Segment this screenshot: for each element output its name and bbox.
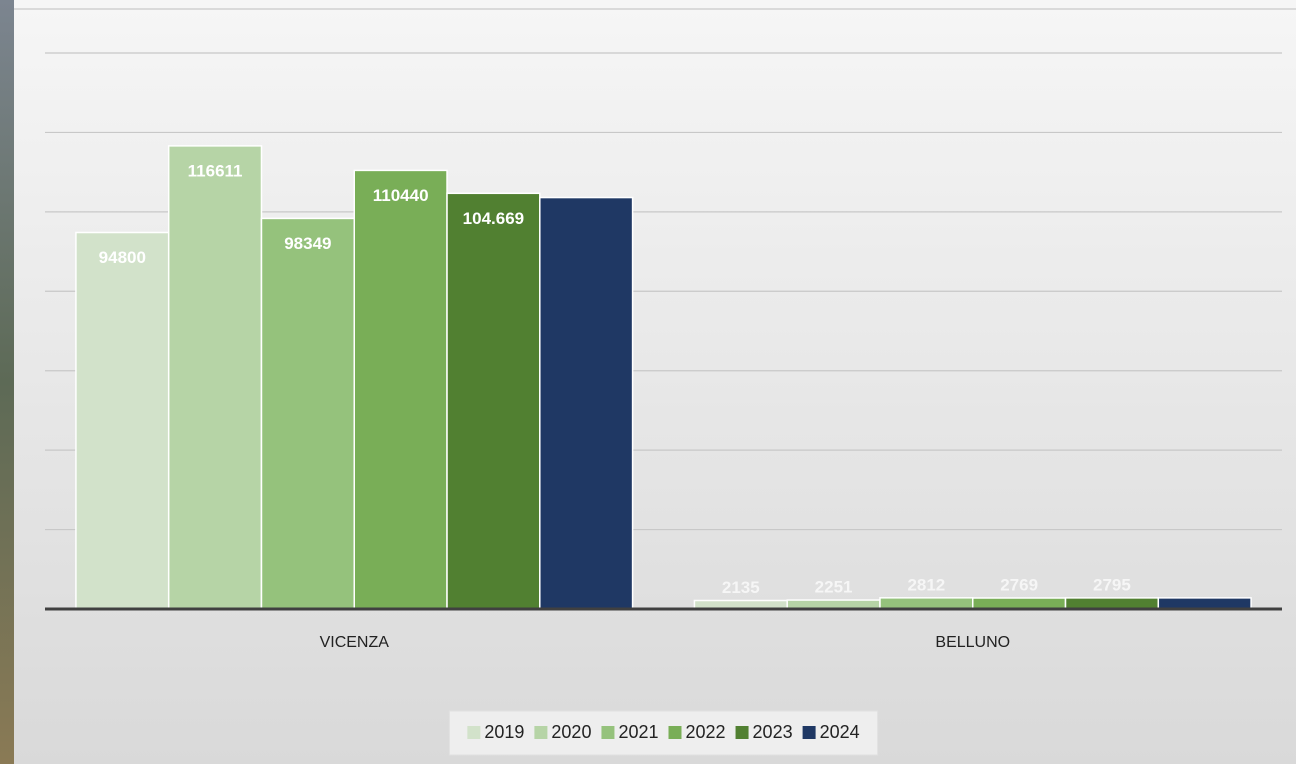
value-label: 2795 [1093,575,1131,594]
value-label: 94800 [99,248,146,267]
legend-label: 2019 [484,722,524,742]
bar [973,598,1066,609]
value-label: 2135 [722,578,760,597]
legend-swatch [467,726,480,739]
bar [1158,598,1251,609]
x-tick-label: BELLUNO [935,634,1010,651]
page: VICENZA 94800 116611 98349 110440 104.669 BELL… [0,0,1296,764]
bar [1066,598,1159,609]
value-label: 104.669 [463,209,524,228]
chart: VICENZA 94800 116611 98349 110440 104.669 BELL… [0,0,1296,764]
value-label: 2812 [907,575,945,594]
bar [169,146,262,609]
legend-label: 2022 [686,722,726,742]
legend-swatch [803,726,816,739]
legend-swatch [601,726,614,739]
legend: 2019 2020 2021 2022 2023 2024 [449,711,877,755]
bar [447,193,540,609]
value-label: 2769 [1000,575,1038,594]
legend-swatch [736,726,749,739]
value-label: 2251 [815,578,853,597]
value-label: 116611 [188,161,243,180]
bar [76,233,169,609]
bar [880,598,973,609]
legend-swatch [669,726,682,739]
legend-swatch [534,726,547,739]
value-label: 98349 [284,234,331,253]
bar [540,198,633,609]
photo-strip [0,0,14,764]
legend-label: 2023 [753,722,793,742]
legend-label: 2024 [820,722,860,742]
value-label: 110440 [373,186,429,205]
x-tick-label: VICENZA [320,634,390,651]
legend-label: 2020 [551,722,591,742]
legend-label: 2021 [618,722,658,742]
bar [354,170,447,609]
bar [261,218,354,609]
